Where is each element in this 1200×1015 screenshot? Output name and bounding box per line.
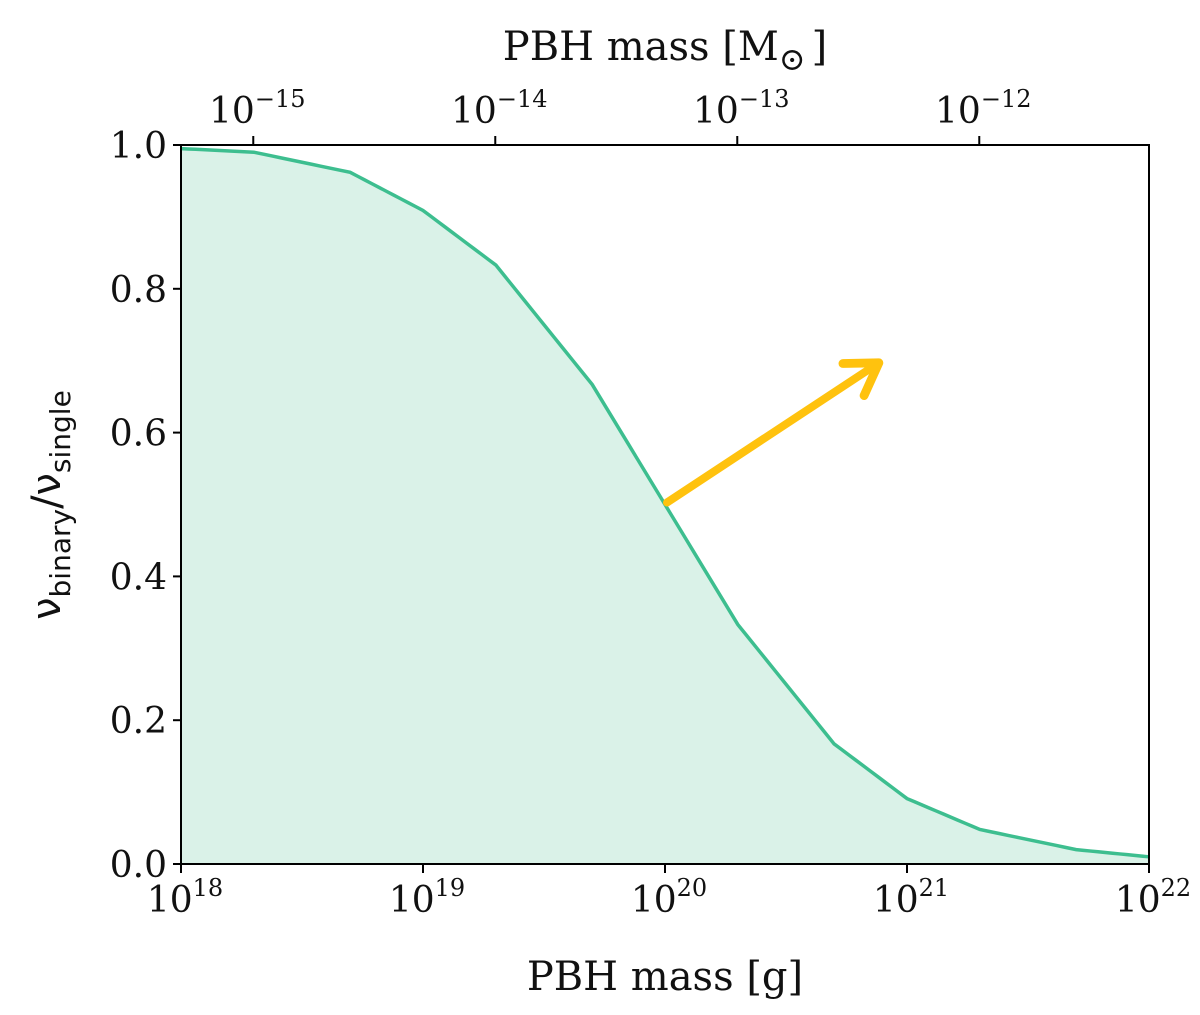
top-x-axis-title: PBH mass [M⊙] (503, 24, 827, 78)
top-x-tick-label: 10−15 (209, 85, 305, 132)
y-axis-title: νbinary/νsingle (24, 390, 77, 620)
x-tick-label: 1020 (631, 874, 707, 921)
x-tick-label: 1022 (1115, 874, 1191, 921)
top-x-tick-label: 10−14 (451, 85, 547, 132)
y-tick-label: 0.0 (110, 845, 167, 886)
x-tick-label: 1019 (389, 874, 465, 921)
annotation-arrow (663, 358, 884, 507)
x-axis-title: PBH mass [g] (527, 954, 803, 1000)
x-tick-label: 1021 (873, 874, 949, 921)
ticks-layer: 0.0 0.2 0.4 0.6 0.8 1.0 1018 1019 1020 1021 1022 10… (110, 85, 1191, 921)
x-tick-label: 1018 (147, 874, 223, 921)
top-x-tick-label: 10−13 (693, 85, 789, 132)
y-tick-label: 0.8 (110, 270, 167, 311)
y-tick-label: 1.0 (110, 126, 167, 167)
y-tick-label: 0.2 (110, 701, 167, 742)
top-x-tick-label: 10−12 (935, 85, 1031, 132)
y-tick-label: 0.4 (110, 557, 167, 598)
y-tick-label: 0.6 (110, 414, 167, 455)
